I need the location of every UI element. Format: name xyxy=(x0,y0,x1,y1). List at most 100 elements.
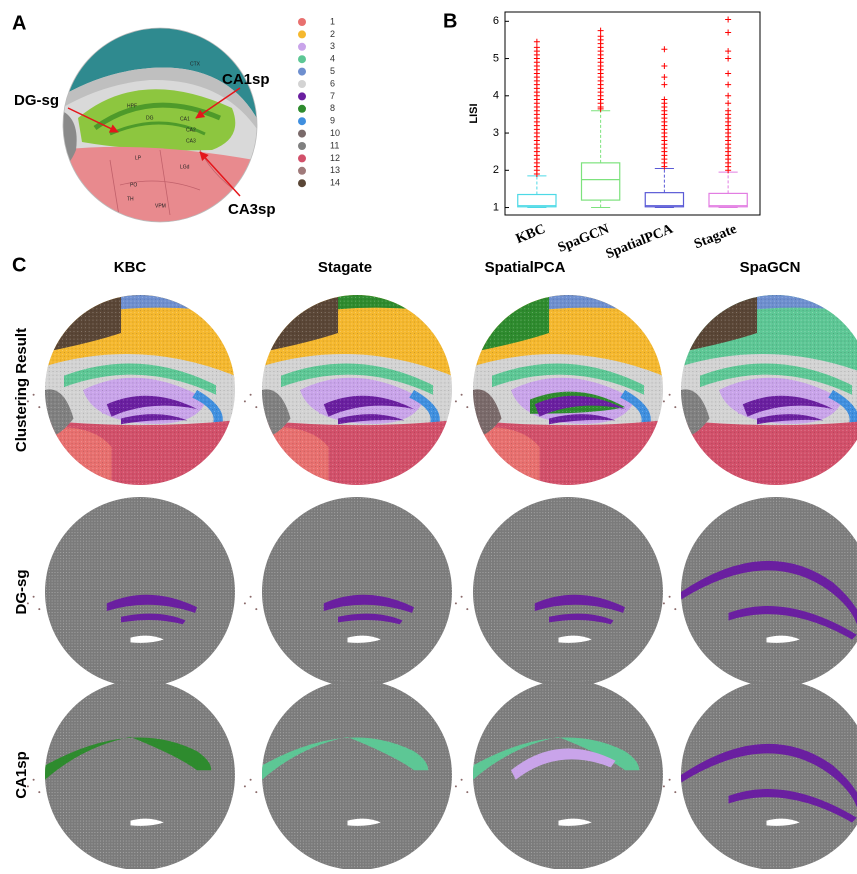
legend-label: 7 xyxy=(330,91,335,101)
outlier xyxy=(533,44,540,51)
region-label: CA3 xyxy=(186,138,196,144)
y-tick-label: 3 xyxy=(493,127,499,139)
arrow xyxy=(199,151,241,197)
panel-grid: KBC Stagate SpatialPCA SpaGCN Clustering Res… xyxy=(13,259,857,870)
spatial-map xyxy=(473,680,663,870)
stray-point xyxy=(243,785,246,788)
region-label: HPF xyxy=(127,103,137,109)
spatial-map xyxy=(680,294,857,486)
annotation: CA1sp xyxy=(222,71,270,88)
stray-point xyxy=(454,602,457,605)
region-label: CTX xyxy=(190,61,201,67)
spatial-map xyxy=(680,497,857,687)
stray-point xyxy=(38,608,41,611)
region-label: VPM xyxy=(155,203,166,209)
stray-point xyxy=(668,393,671,396)
y-tick-label: 5 xyxy=(493,52,499,64)
y-axis-label: LISI xyxy=(468,103,480,123)
legend-swatch xyxy=(298,129,306,138)
stray-point xyxy=(662,602,665,605)
stray-point xyxy=(674,406,677,409)
region-label: CA2 xyxy=(186,127,196,133)
blank-patch xyxy=(766,818,800,826)
legend-swatch xyxy=(298,18,306,26)
texture xyxy=(262,295,452,485)
outlier xyxy=(725,29,732,36)
legend-label: 11 xyxy=(330,140,339,150)
highlight-region xyxy=(511,748,616,780)
stray-point xyxy=(26,785,29,788)
region-label: LP xyxy=(135,155,142,161)
blank-patch xyxy=(347,635,381,643)
annotation: CA3sp xyxy=(228,201,276,218)
stray-point xyxy=(466,791,469,794)
highlight-region xyxy=(323,594,414,613)
x-tick-label: SpatialPCA xyxy=(604,221,676,262)
region-label: TH xyxy=(127,196,134,202)
region-label: DG xyxy=(146,115,154,121)
texture xyxy=(262,497,452,687)
plot-frame xyxy=(504,11,761,216)
legend-label: 12 xyxy=(330,153,340,163)
annotation: DG-sg xyxy=(14,92,59,109)
stray-point xyxy=(32,393,35,396)
outlier xyxy=(725,48,732,55)
texture xyxy=(473,680,663,870)
box xyxy=(580,162,621,201)
panel-label: A xyxy=(12,12,26,34)
stray-point xyxy=(243,602,246,605)
outlier xyxy=(725,70,732,77)
highlight-region xyxy=(534,594,625,613)
stray-point xyxy=(249,393,252,396)
stray-point xyxy=(674,608,677,611)
atlas-image xyxy=(63,28,257,222)
stray-point xyxy=(466,608,469,611)
box xyxy=(708,192,748,208)
highlight-region xyxy=(338,613,403,625)
row-header: DG-sg xyxy=(13,570,30,615)
legend-swatch xyxy=(298,142,306,150)
stray-point xyxy=(249,778,252,781)
y-tick-label: 2 xyxy=(493,164,499,176)
box xyxy=(517,193,557,208)
x-tick-label: Stagate xyxy=(692,222,739,253)
region-label: CA1 xyxy=(180,116,190,122)
outlier xyxy=(661,81,668,88)
legend-swatch xyxy=(298,92,306,101)
highlight-region xyxy=(549,613,614,625)
spatial-map xyxy=(262,497,452,687)
arrow xyxy=(195,87,241,119)
legend-label: 1 xyxy=(330,16,335,26)
stray-point xyxy=(668,595,671,598)
highlight-region xyxy=(728,606,857,640)
legend-label: 13 xyxy=(330,165,340,175)
stray-point xyxy=(26,400,29,403)
stray-point xyxy=(668,778,671,781)
outlier xyxy=(725,92,732,99)
x-tick-label: KBC xyxy=(514,222,548,247)
texture xyxy=(681,680,857,870)
stray-point xyxy=(255,406,258,409)
spatial-map xyxy=(262,680,452,870)
stray-point xyxy=(662,785,665,788)
legend-label: 3 xyxy=(330,41,335,51)
stray-point xyxy=(32,778,35,781)
blank-patch xyxy=(558,635,592,643)
legend-swatch xyxy=(298,166,306,175)
blank-patch xyxy=(130,635,164,643)
highlight-region xyxy=(680,743,857,823)
outlier xyxy=(533,38,540,45)
highlight-region xyxy=(106,594,197,613)
stray-point xyxy=(26,602,29,605)
region-label: PO xyxy=(130,182,137,188)
stray-point xyxy=(38,406,41,409)
stray-point xyxy=(460,393,463,396)
row-header: CA1sp xyxy=(13,751,30,799)
stray-point xyxy=(255,608,258,611)
stray-point xyxy=(674,791,677,794)
highlight-region xyxy=(262,737,429,780)
outlier xyxy=(725,107,732,114)
legend-swatch xyxy=(298,55,306,64)
